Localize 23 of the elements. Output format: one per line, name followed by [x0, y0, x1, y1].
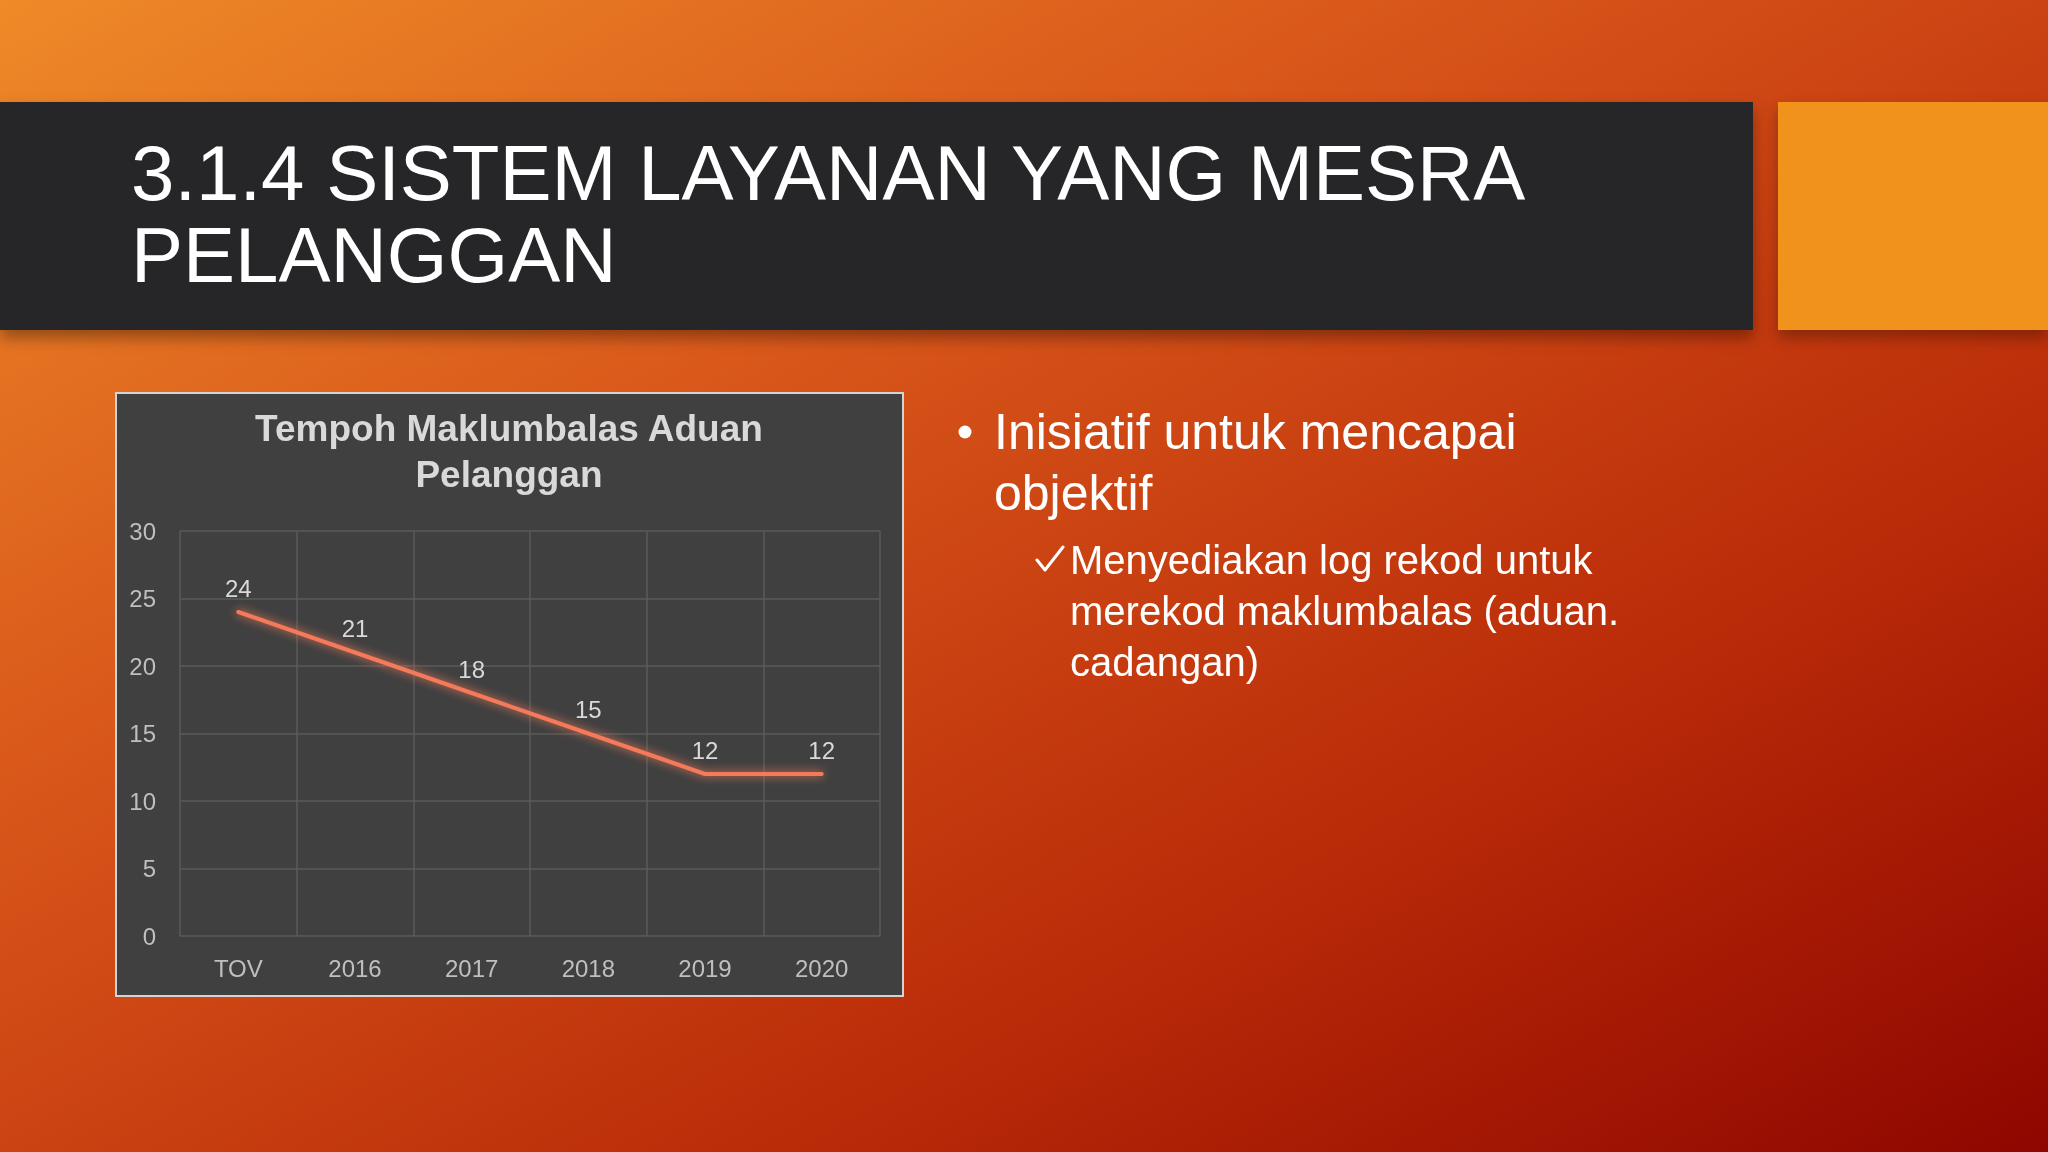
data-label: 21	[341, 615, 369, 642]
x-tick-label: 2016	[328, 954, 382, 982]
x-tick-label: TOV	[213, 954, 263, 982]
x-tick-label: 2017	[444, 954, 499, 982]
y-tick-label: 20	[129, 652, 156, 680]
x-tick-label: 2018	[561, 954, 616, 982]
x-tick-label: 2020	[794, 954, 849, 982]
text: 3.1.4 SISTEM LAYANAN YANG MESRA PELANGGAN	[131, 129, 1523, 299]
y-tick-label: 10	[129, 787, 156, 815]
y-tick-label: 30	[129, 517, 156, 545]
data-label: 18	[458, 655, 486, 683]
y-tick-label: 15	[129, 720, 156, 747]
x-tick-label: 2019	[678, 954, 732, 982]
text: Inisiatif untuk mencapai objektif	[994, 403, 1518, 523]
data-label: 12	[808, 736, 836, 764]
data-label: 12	[691, 736, 719, 764]
chart-title: Tempoh Maklumbalas Aduan Pelanggan	[254, 407, 764, 497]
y-tick-label: 0	[142, 922, 156, 950]
text: Menyediakan log rekod untuk merekod maklumbalas (aduan. cadangan)	[1070, 537, 1621, 686]
y-tick-label: 5	[142, 855, 156, 882]
data-label: 24	[224, 574, 252, 602]
data-label: 15	[574, 696, 602, 723]
y-tick-label: 25	[129, 585, 156, 612]
